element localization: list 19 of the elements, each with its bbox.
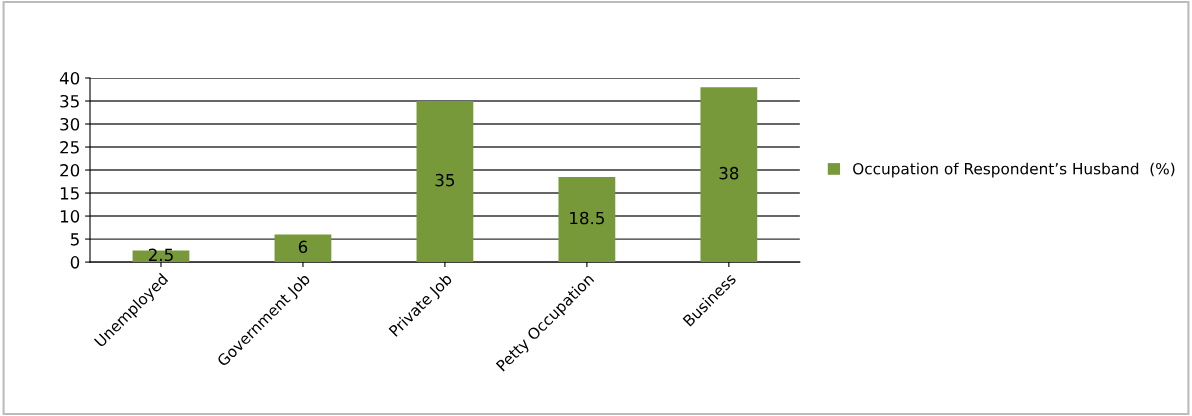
y-tick-label: 15 (60, 187, 79, 200)
y-tick-label: 5 (70, 233, 79, 246)
data-label: 2.5 (148, 248, 173, 262)
y-tick-label: 0 (70, 256, 80, 269)
bar (700, 87, 758, 263)
bar (274, 234, 332, 263)
y-tick-label: 20 (60, 164, 80, 177)
data-label: 35 (435, 173, 455, 187)
y-tick-label: 25 (60, 140, 79, 154)
data-label: 6 (298, 240, 308, 254)
legend-label: Occupation of Respondent’s Husband (%) (853, 162, 1175, 178)
y-tick-label: 35 (60, 94, 79, 108)
bar (558, 176, 616, 263)
y-tick-label: 10 (60, 210, 80, 223)
data-label: 38 (719, 166, 739, 180)
y-tick-label: 40 (59, 71, 80, 85)
y-tick-label: 30 (60, 117, 80, 131)
data-label: 18.5 (570, 211, 604, 225)
bar (416, 101, 474, 263)
